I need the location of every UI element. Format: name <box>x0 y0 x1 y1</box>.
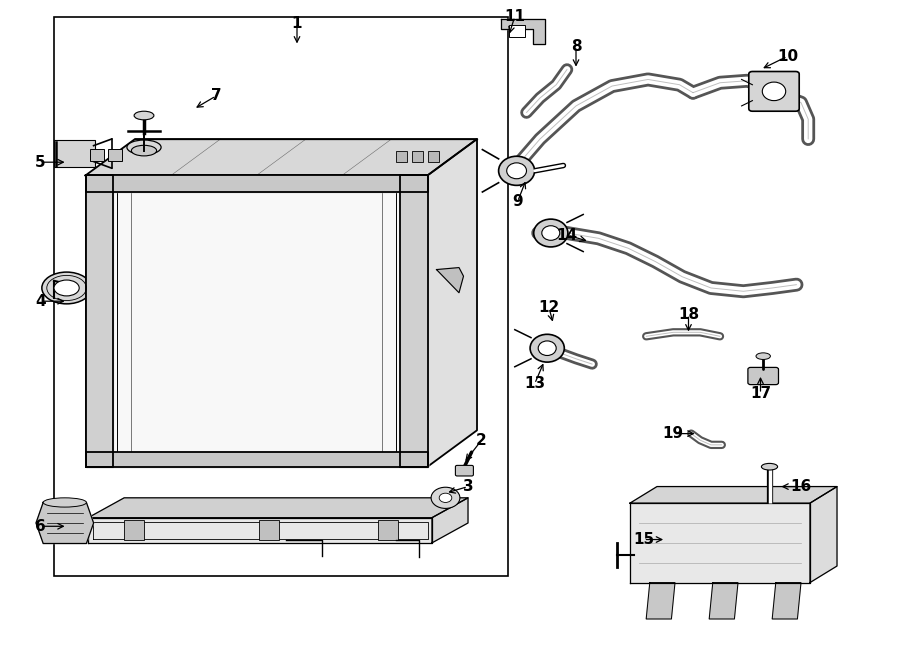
Text: 8: 8 <box>571 39 581 54</box>
Polygon shape <box>501 19 544 44</box>
Ellipse shape <box>499 156 535 185</box>
Text: 12: 12 <box>538 301 560 315</box>
Polygon shape <box>709 583 738 619</box>
Polygon shape <box>630 503 810 583</box>
FancyBboxPatch shape <box>396 151 407 162</box>
Polygon shape <box>86 452 428 467</box>
Bar <box>378 520 398 540</box>
Ellipse shape <box>761 463 778 470</box>
FancyBboxPatch shape <box>54 140 95 167</box>
Text: 4: 4 <box>35 294 46 308</box>
FancyBboxPatch shape <box>749 71 799 111</box>
Bar <box>124 520 144 540</box>
Bar <box>259 520 279 540</box>
Text: 14: 14 <box>556 228 578 242</box>
Text: 15: 15 <box>633 532 654 547</box>
Text: 16: 16 <box>790 479 812 494</box>
Polygon shape <box>428 139 477 467</box>
Ellipse shape <box>542 226 560 240</box>
Polygon shape <box>88 518 432 543</box>
Polygon shape <box>88 498 468 518</box>
Ellipse shape <box>41 272 92 304</box>
Ellipse shape <box>131 146 157 156</box>
Ellipse shape <box>530 334 564 362</box>
Polygon shape <box>400 175 428 467</box>
Polygon shape <box>810 487 837 583</box>
Polygon shape <box>36 502 94 544</box>
FancyBboxPatch shape <box>455 465 473 476</box>
Polygon shape <box>436 267 464 293</box>
Text: 13: 13 <box>524 377 545 391</box>
Circle shape <box>439 493 452 502</box>
Circle shape <box>431 487 460 508</box>
Polygon shape <box>86 139 477 175</box>
Ellipse shape <box>762 82 786 101</box>
Ellipse shape <box>43 498 86 507</box>
FancyBboxPatch shape <box>428 151 439 162</box>
Bar <box>54 17 508 576</box>
Text: 10: 10 <box>777 49 798 64</box>
FancyBboxPatch shape <box>748 367 778 385</box>
FancyBboxPatch shape <box>90 149 104 161</box>
Text: 9: 9 <box>512 195 523 209</box>
Polygon shape <box>86 175 428 467</box>
Polygon shape <box>772 583 801 619</box>
Text: 1: 1 <box>292 16 302 30</box>
Text: 7: 7 <box>211 89 221 103</box>
Ellipse shape <box>534 219 568 247</box>
FancyBboxPatch shape <box>108 149 122 161</box>
Text: 5: 5 <box>35 155 46 169</box>
FancyBboxPatch shape <box>412 151 423 162</box>
Text: 11: 11 <box>504 9 526 24</box>
Ellipse shape <box>756 353 770 359</box>
Ellipse shape <box>538 341 556 355</box>
Text: 6: 6 <box>35 519 46 534</box>
Ellipse shape <box>507 163 526 179</box>
Ellipse shape <box>134 111 154 120</box>
Polygon shape <box>646 583 675 619</box>
Polygon shape <box>86 175 428 192</box>
Ellipse shape <box>127 140 161 155</box>
Text: 3: 3 <box>463 479 473 494</box>
Text: 19: 19 <box>662 426 684 441</box>
Text: 18: 18 <box>678 307 699 322</box>
Polygon shape <box>86 175 112 467</box>
Polygon shape <box>432 498 468 543</box>
Text: 2: 2 <box>476 433 487 448</box>
Bar <box>508 25 525 37</box>
Polygon shape <box>630 487 837 503</box>
Ellipse shape <box>54 280 79 296</box>
Text: 17: 17 <box>750 387 771 401</box>
